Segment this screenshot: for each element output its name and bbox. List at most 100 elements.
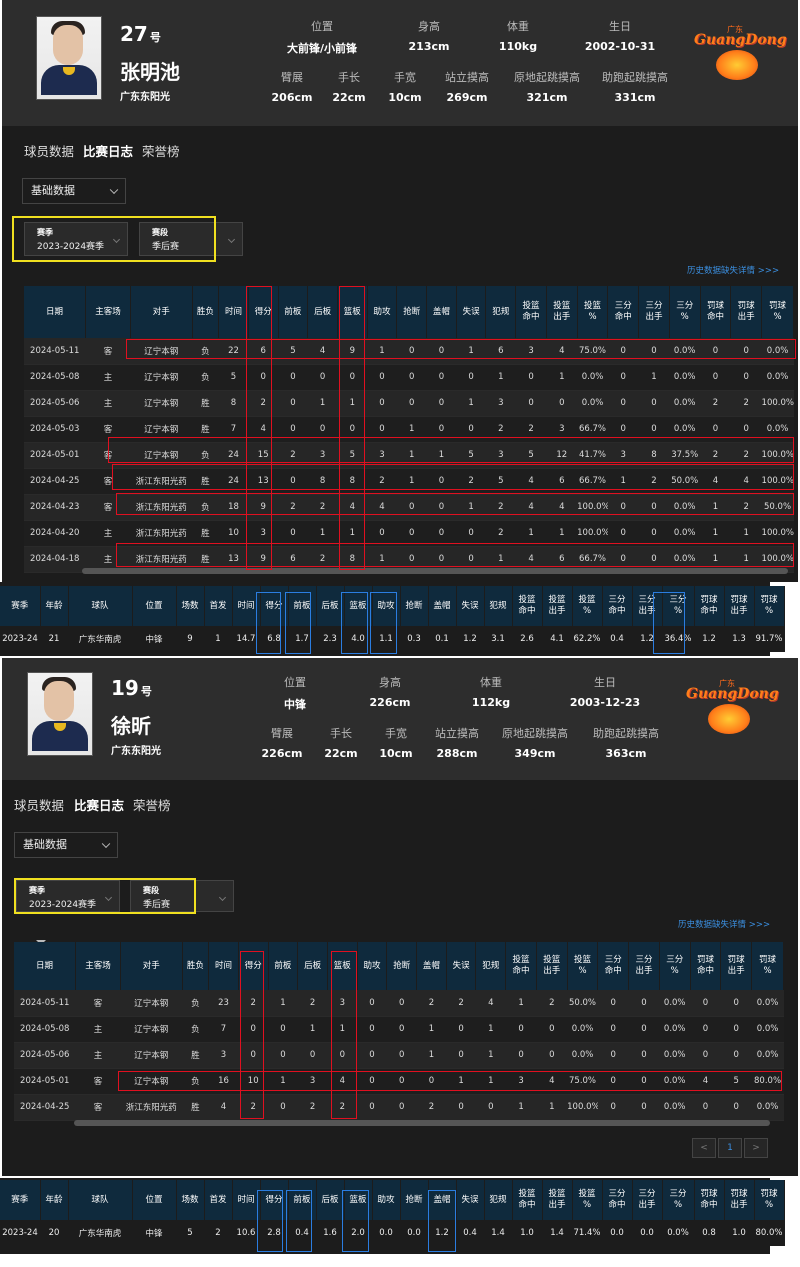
column-header[interactable]: 时间	[232, 586, 261, 626]
column-header[interactable]: 三分 命中	[602, 1180, 633, 1220]
stat-type-dropdown[interactable]: 基础数据	[14, 832, 118, 858]
column-header[interactable]: 场数	[176, 586, 205, 626]
stat-type-dropdown[interactable]: 基础数据	[22, 178, 126, 204]
table-row[interactable]: 2024-05-11 客辽宁本钢负 22 6 5 4 9 1 0 0 1 6 3 4 75.0% 0 0 0.0%…	[24, 338, 794, 365]
column-header[interactable]: 失误	[456, 286, 487, 338]
column-header[interactable]: 罚球 命中	[690, 942, 722, 990]
column-header[interactable]: 位置	[132, 586, 177, 626]
column-header[interactable]: 年龄	[40, 1180, 69, 1220]
column-header[interactable]: 后板	[297, 942, 328, 990]
column-header[interactable]: 罚球 %	[754, 1180, 785, 1220]
column-header[interactable]: 场数	[176, 1180, 205, 1220]
column-header[interactable]: 三分 %	[662, 1180, 695, 1220]
column-header[interactable]: 年龄	[40, 586, 69, 626]
column-header[interactable]: 罚球 命中	[694, 1180, 725, 1220]
column-header[interactable]: 投篮 %	[572, 586, 603, 626]
tab-player-data[interactable]: 球员数据	[14, 798, 65, 813]
column-header[interactable]: 后板	[316, 1180, 345, 1220]
column-header[interactable]: 罚球 %	[754, 586, 785, 626]
history-missing-link[interactable]: 历史数据缺失详情 >>>	[687, 266, 780, 276]
season-select[interactable]: 赛季 2023-2024赛季	[16, 880, 120, 912]
column-header[interactable]: 球队	[68, 1180, 133, 1220]
table-row[interactable]: 2024-05-03 客辽宁本钢胜 7 4 0 0 0 0 1 0 0 2 2 3 66.7% 0 0 0.0% 0…	[24, 416, 794, 443]
column-header[interactable]: 得分	[248, 286, 279, 338]
table-row[interactable]: 2024-04-25 客浙江东阳光药胜 24 13 0 8 8 2 1 0 2 5 4 6 66.7% 1 2 5…	[24, 468, 794, 495]
column-header[interactable]: 篮板	[327, 942, 358, 990]
table-row[interactable]: 2024-05-01 客辽宁本钢负 16 10 1 3 4 0 0 0 1 1 3 4 75.0% 0 0 0.0…	[14, 1068, 784, 1095]
column-header[interactable]: 位置	[132, 1180, 177, 1220]
column-header[interactable]: 三分 %	[659, 942, 691, 990]
column-header[interactable]: 投篮 %	[572, 1180, 603, 1220]
column-header[interactable]: 罚球 命中	[694, 586, 725, 626]
column-header[interactable]: 投篮 出手	[542, 586, 573, 626]
column-header[interactable]: 赛季	[0, 1180, 41, 1220]
column-header[interactable]: 投篮 出手	[536, 942, 568, 990]
column-header[interactable]: 盖帽	[428, 586, 457, 626]
column-header[interactable]: 投篮 命中	[512, 586, 543, 626]
tab-honors[interactable]: 荣誉榜	[142, 144, 180, 159]
table-row[interactable]: 2024-05-06 主辽宁本钢胜 3 0 0 0 0 0 0 1 0 1 0 0 0.0% 0 0 0.0% 0 0…	[14, 1042, 784, 1069]
table-row[interactable]: 2024-05-06 主辽宁本钢胜 8 2 0 1 1 0 0 0 1 3 0 0 0.0% 0 0 0.0% 2 2…	[24, 390, 794, 417]
column-header[interactable]: 抢断	[400, 586, 429, 626]
column-header[interactable]: 失误	[456, 586, 485, 626]
column-header[interactable]: 三分 命中	[607, 286, 640, 338]
column-header[interactable]: 盖帽	[428, 1180, 457, 1220]
column-header[interactable]: 罚球 %	[751, 942, 784, 990]
column-header[interactable]: 抢断	[386, 942, 418, 990]
column-header[interactable]: 助攻	[372, 1180, 401, 1220]
tab-game-log[interactable]: 比赛日志	[83, 144, 134, 159]
column-header[interactable]: 失误	[456, 1180, 485, 1220]
column-header[interactable]: 对手	[120, 942, 183, 990]
column-header[interactable]: 投篮 %	[577, 286, 609, 338]
column-header[interactable]: 首发	[204, 1180, 233, 1220]
column-header[interactable]: 罚球 出手	[720, 942, 753, 990]
column-header[interactable]: 罚球 出手	[724, 1180, 755, 1220]
column-header[interactable]: 后板	[316, 586, 345, 626]
column-header[interactable]: 得分	[260, 1180, 289, 1220]
column-header[interactable]: 三分 命中	[597, 942, 630, 990]
column-header[interactable]: 投篮 出手	[546, 286, 578, 338]
column-header[interactable]: 胜负	[182, 942, 210, 990]
prev-page-button[interactable]: <	[692, 1138, 716, 1158]
column-header[interactable]: 时间	[232, 1180, 261, 1220]
column-header[interactable]: 犯规	[484, 586, 513, 626]
column-header[interactable]: 助攻	[367, 286, 398, 338]
column-header[interactable]: 投篮 命中	[505, 942, 537, 990]
table-row[interactable]: 2024-05-08 主辽宁本钢负 7 0 0 1 1 0 0 1 0 1 0 0 0.0% 0 0 0.0% 0 0…	[14, 1016, 784, 1043]
table-row[interactable]: 2024-05-08 主辽宁本钢负 5 0 0 0 0 0 0 0 0 1 0 1 0.0% 0 1 0.0% 0 0…	[24, 364, 794, 391]
column-header[interactable]: 抢断	[396, 286, 428, 338]
column-header[interactable]: 犯规	[485, 286, 517, 338]
stage-select[interactable]: 赛段 季后赛	[130, 880, 234, 912]
column-header[interactable]: 篮板	[337, 286, 368, 338]
column-header[interactable]: 日期	[14, 942, 76, 990]
column-header[interactable]: 三分 出手	[632, 1180, 663, 1220]
horizontal-scrollbar[interactable]	[82, 568, 788, 574]
column-header[interactable]: 失误	[446, 942, 477, 990]
column-header[interactable]: 投篮 命中	[512, 1180, 543, 1220]
column-header[interactable]: 前板	[278, 286, 309, 338]
table-row[interactable]: 2024-04-25 客浙江东阳光药胜 4 2 0 2 2 0 0 2 0 0 1 1 100.0% 0 0 0.…	[14, 1094, 784, 1121]
column-header[interactable]: 罚球 %	[761, 286, 794, 338]
column-header[interactable]: 罚球 出手	[730, 286, 763, 338]
column-header[interactable]: 三分 %	[669, 286, 701, 338]
column-header[interactable]: 前板	[268, 942, 299, 990]
column-header[interactable]: 对手	[130, 286, 193, 338]
column-header[interactable]: 三分 出手	[638, 286, 670, 338]
stage-select[interactable]: 赛段 季后赛	[139, 222, 243, 256]
column-header[interactable]: 球队	[68, 586, 133, 626]
column-header[interactable]: 首发	[204, 586, 233, 626]
column-header[interactable]: 赛季	[0, 586, 41, 626]
column-header[interactable]: 三分 命中	[602, 586, 633, 626]
column-header[interactable]: 盖帽	[426, 286, 457, 338]
column-header[interactable]: 胜负	[192, 286, 220, 338]
column-header[interactable]: 主客场	[75, 942, 122, 990]
history-missing-link[interactable]: 历史数据缺失详情 >>>	[678, 920, 771, 930]
table-row[interactable]: 2024-04-20 主浙江东阳光药胜 10 3 0 1 1 0 0 0 0 2 1 1 100.0% 0 0 0…	[24, 520, 794, 547]
table-row[interactable]: 2024-04-23 客浙江东阳光药负 18 9 2 2 4 4 0 0 1 2 4 4 100.0% 0 0 0…	[24, 494, 794, 521]
column-header[interactable]: 盖帽	[416, 942, 447, 990]
table-row[interactable]: 2024-05-11 客辽宁本钢负 23 2 1 2 3 0 0 2 2 4 1 2 50.0% 0 0 0.0%…	[14, 990, 784, 1017]
column-header[interactable]: 三分 出手	[628, 942, 660, 990]
column-header[interactable]: 投篮 %	[567, 942, 599, 990]
horizontal-scrollbar[interactable]	[74, 1120, 770, 1126]
column-header[interactable]: 时间	[208, 942, 239, 990]
